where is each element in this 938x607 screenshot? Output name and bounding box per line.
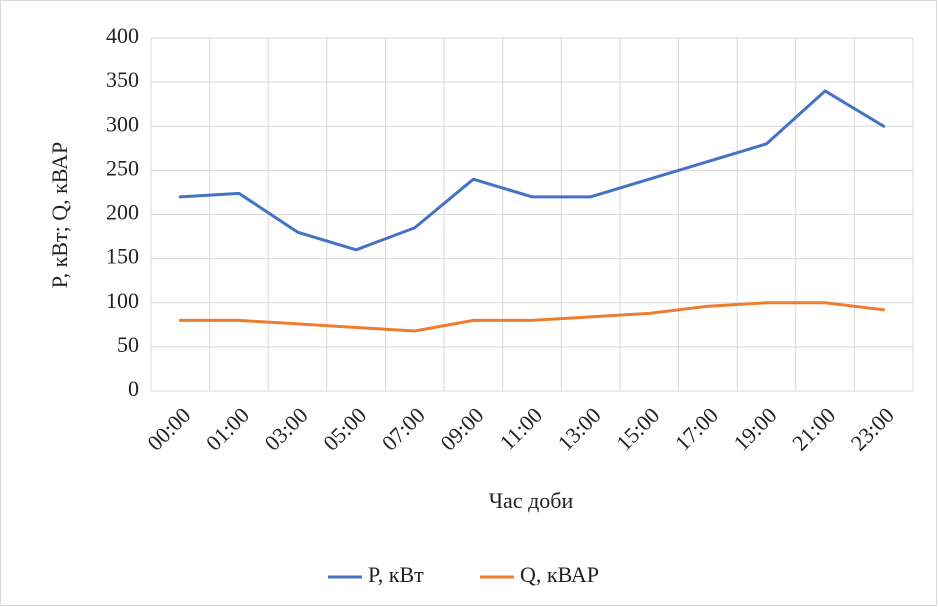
- x-axis-label: Час доби: [489, 488, 574, 513]
- y-tick-label: 0: [128, 376, 139, 401]
- legend-label: P, кВт: [368, 562, 424, 587]
- y-tick-label: 400: [106, 23, 139, 48]
- y-tick-label: 150: [106, 244, 139, 269]
- y-tick-label: 350: [106, 67, 139, 92]
- y-tick-label: 200: [106, 200, 139, 225]
- y-tick-label: 250: [106, 155, 139, 180]
- series-line: [178, 89, 886, 252]
- legend-label: Q, кВАР: [520, 562, 599, 587]
- y-tick-label: 100: [106, 288, 139, 313]
- y-axis-label: P, кВт; Q, кВАР: [47, 142, 72, 288]
- series-line: [178, 301, 886, 333]
- y-tick-label: 300: [106, 111, 139, 136]
- y-tick-label: 50: [117, 332, 139, 357]
